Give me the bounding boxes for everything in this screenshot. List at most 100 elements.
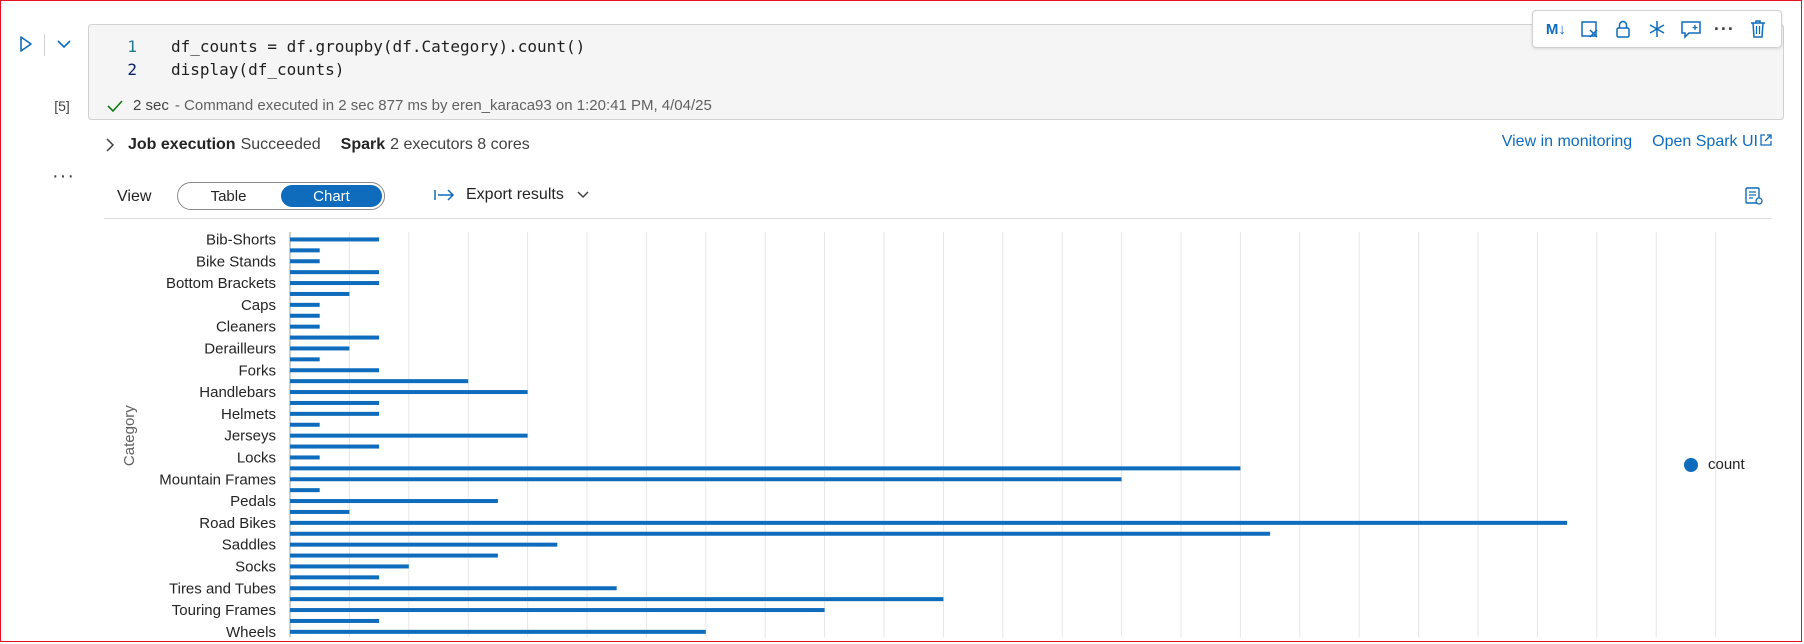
- code-cell[interactable]: 1 df_counts = df.groupby(df.Category).co…: [88, 24, 1784, 120]
- bar[interactable]: [290, 324, 320, 329]
- play-icon: [20, 36, 32, 52]
- category-tick-label: Helmets: [221, 406, 276, 423]
- bar[interactable]: [290, 509, 350, 514]
- run-cell-button[interactable]: [16, 34, 36, 54]
- bar[interactable]: [290, 248, 320, 253]
- bar[interactable]: [290, 575, 380, 580]
- category-tick-label: Bottom Brackets: [166, 275, 276, 292]
- code-text[interactable]: df_counts = df.groupby(df.Category).coun…: [171, 36, 586, 56]
- bar[interactable]: [290, 390, 528, 395]
- category-tick-label: Jerseys: [224, 428, 276, 445]
- chevron-down-icon: [577, 191, 589, 199]
- bar[interactable]: [290, 444, 380, 449]
- bar[interactable]: [290, 368, 380, 373]
- export-icon: [434, 189, 455, 201]
- bar[interactable]: [290, 433, 528, 438]
- category-tick-label: Handlebars: [199, 384, 276, 401]
- bar[interactable]: [290, 553, 498, 558]
- export-results-label: Export results: [466, 186, 564, 203]
- category-tick-label: Wheels: [226, 624, 276, 641]
- comment-icon[interactable]: [1677, 15, 1705, 43]
- bar[interactable]: [290, 400, 380, 405]
- bar-chart: Bib-Shorts Bike Stands Bottom Brackets Caps…: [121, 231, 1717, 641]
- toolbar-separator: [104, 218, 1772, 219]
- status-duration: 2 sec: [133, 97, 169, 114]
- category-tick-label: Socks: [235, 558, 276, 575]
- chart-legend[interactable]: count: [1684, 456, 1745, 473]
- bar[interactable]: [290, 618, 380, 623]
- category-tick-label: Forks: [239, 362, 277, 379]
- job-execution-label: Job execution: [128, 136, 236, 153]
- view-in-monitoring-link[interactable]: View in monitoring: [1501, 133, 1633, 150]
- line-number: 1: [127, 36, 137, 56]
- job-execution-row[interactable]: Job execution Succeeded Spark 2 executor…: [104, 134, 530, 156]
- gutter-divider: [44, 34, 45, 56]
- view-table-option[interactable]: Table: [210, 187, 247, 205]
- bar[interactable]: [290, 281, 380, 286]
- execution-count: [5]: [54, 98, 70, 114]
- bar[interactable]: [290, 291, 350, 296]
- y-axis-title: Category: [121, 405, 138, 466]
- bar[interactable]: [290, 520, 1568, 525]
- category-tick-label: Saddles: [222, 537, 276, 554]
- category-tick-label: Tires and Tubes: [169, 580, 276, 597]
- bar[interactable]: [290, 411, 380, 416]
- view-chart-option[interactable]: Chart: [281, 185, 382, 207]
- bar[interactable]: [290, 586, 617, 591]
- status-text: - Command executed in 2 sec 877 ms by er…: [174, 97, 712, 114]
- category-tick-label: Caps: [241, 297, 276, 314]
- bar[interactable]: [290, 302, 320, 307]
- collapse-cell-button[interactable]: [54, 34, 74, 54]
- chevron-right-icon[interactable]: [104, 138, 116, 152]
- category-tick-label: Cleaners: [216, 319, 276, 336]
- code-line[interactable]: 2 display(df_counts): [89, 57, 344, 81]
- spark-label: Spark: [340, 136, 386, 153]
- spark-info: 2 executors 8 cores: [390, 136, 530, 153]
- bar[interactable]: [290, 488, 320, 493]
- external-link-icon: [1760, 134, 1772, 146]
- clear-output-icon[interactable]: [1576, 15, 1604, 43]
- chart-settings-button[interactable]: [1744, 186, 1764, 206]
- bar[interactable]: [290, 335, 380, 340]
- bar[interactable]: [290, 466, 1241, 471]
- delete-icon[interactable]: [1744, 15, 1772, 43]
- bar[interactable]: [290, 422, 320, 427]
- category-tick-label: Derailleurs: [204, 340, 276, 357]
- more-icon[interactable]: ···: [1713, 18, 1735, 39]
- code-text[interactable]: display(df_counts): [171, 59, 345, 79]
- more-options-icon[interactable]: ···: [52, 165, 75, 187]
- bar[interactable]: [290, 542, 558, 547]
- bar[interactable]: [290, 237, 380, 242]
- bar[interactable]: [290, 608, 825, 613]
- bar[interactable]: [290, 270, 380, 275]
- bar[interactable]: [290, 313, 320, 318]
- bar[interactable]: [290, 629, 706, 634]
- bar[interactable]: [290, 564, 409, 569]
- cell-toolbar: M↓ ···: [1532, 10, 1782, 48]
- execution-status: 2 sec - Command executed in 2 sec 877 ms…: [107, 97, 712, 114]
- bar[interactable]: [290, 597, 944, 602]
- markdown-toggle-icon[interactable]: M↓: [1542, 15, 1570, 43]
- bar[interactable]: [290, 499, 498, 504]
- bar[interactable]: [290, 455, 320, 460]
- category-tick-label: Mountain Frames: [159, 471, 276, 488]
- code-line[interactable]: 1 df_counts = df.groupby(df.Category).co…: [89, 34, 585, 58]
- bar[interactable]: [290, 259, 320, 264]
- bar[interactable]: [290, 346, 350, 351]
- bar[interactable]: [290, 531, 1271, 536]
- legend-label: count: [1708, 456, 1745, 473]
- freeze-icon[interactable]: [1643, 15, 1671, 43]
- job-status: Succeeded: [240, 136, 321, 153]
- legend-marker: [1684, 457, 1698, 472]
- category-tick-label: Road Bikes: [199, 515, 276, 532]
- bar[interactable]: [290, 357, 320, 362]
- category-tick-label: Bib-Shorts: [206, 231, 276, 248]
- lock-icon[interactable]: [1609, 15, 1637, 43]
- bar[interactable]: [290, 379, 469, 384]
- category-tick-label: Pedals: [230, 493, 276, 510]
- bar[interactable]: [290, 477, 1122, 482]
- export-results-button[interactable]: Export results: [434, 186, 590, 204]
- job-links: View in monitoring Open Spark UI: [1502, 133, 1772, 151]
- open-spark-ui-link[interactable]: Open Spark UI: [1652, 133, 1772, 151]
